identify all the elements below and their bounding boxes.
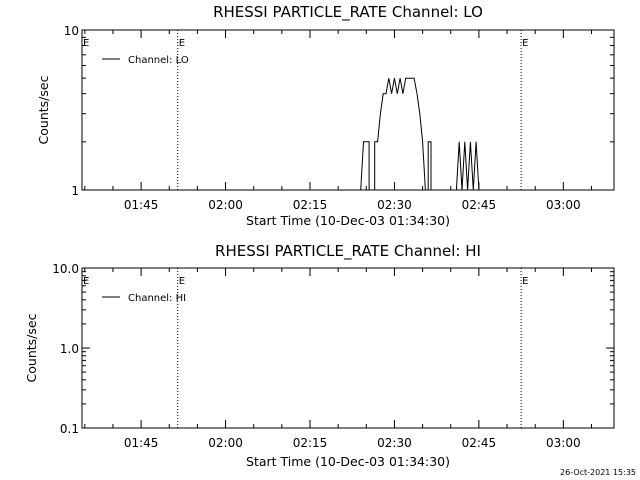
legend-label: Channel: HI [128,293,186,304]
y-axis-label: Counts/sec [36,75,51,144]
y-tick-label: 10.0 [52,262,79,276]
marker-label: E [179,38,185,49]
marker-label: E [522,38,528,49]
x-tick-label: 03:00 [546,436,581,450]
panel-lo: RHESSI PARTICLE_RATE Channel: LO Start Ti… [36,3,615,228]
x-tick-label: 03:00 [546,198,581,212]
marker-label: E [522,276,528,287]
y-tick-label: 0.1 [60,422,79,436]
series-line [360,77,480,191]
x-tick-label: 02:00 [208,436,243,450]
marker-label: E [179,276,185,287]
x-tick-label: 02:30 [377,198,412,212]
y-tick-label: 1.0 [60,342,79,356]
x-tick-label: 02:15 [293,436,328,450]
x-tick-label: 02:45 [462,198,497,212]
y-tick-label: 10 [64,24,79,38]
y-tick-label: 1 [71,184,79,198]
x-tick-label: 02:00 [208,198,243,212]
plot-frame [81,267,615,429]
chart-title: RHESSI PARTICLE_RATE Channel: LO [213,3,483,22]
x-axis-label: Start Time (10-Dec-03 01:34:30) [246,454,450,469]
plot-frame [81,29,615,191]
y-axis-label: Counts/sec [24,313,39,382]
x-tick-label: 02:45 [462,436,497,450]
generation-timestamp: 26-Oct-2021 15:35 [560,468,636,477]
x-tick-label: 01:45 [124,198,159,212]
edge-marker-label: E [83,276,89,287]
x-axis-label: Start Time (10-Dec-03 01:34:30) [246,213,450,228]
legend-label: Channel: LO [128,55,189,66]
chart-title: RHESSI PARTICLE_RATE Channel: HI [215,242,481,261]
x-tick-label: 02:15 [293,198,328,212]
x-tick-label: 01:45 [124,436,159,450]
edge-marker-label: E [83,38,89,49]
x-tick-label: 02:30 [377,436,412,450]
panel-hi: RHESSI PARTICLE_RATE Channel: HI Start Ti… [24,242,615,469]
